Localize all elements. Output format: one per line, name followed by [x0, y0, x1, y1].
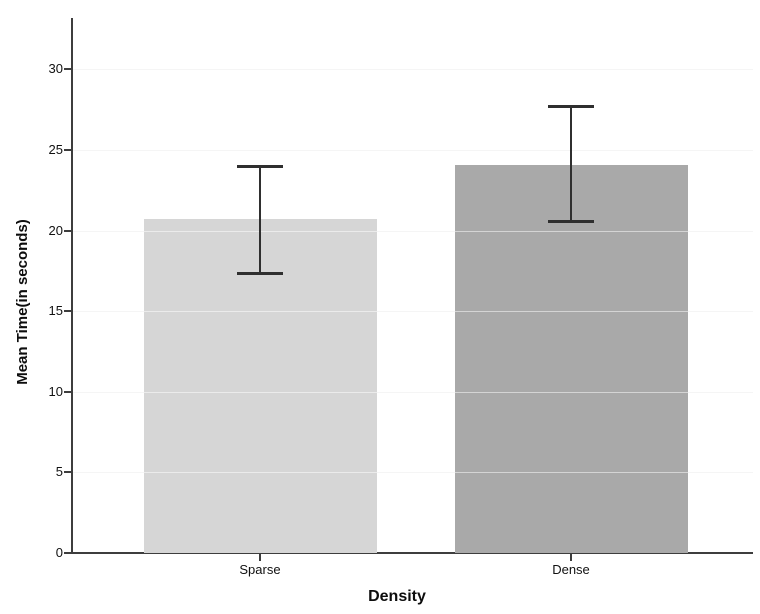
y-tick-20 — [64, 230, 71, 232]
y-tick-5 — [64, 471, 71, 473]
y-axis-title: Mean Time(in seconds) — [14, 219, 31, 385]
error-bar-upper-cap-sparse — [237, 165, 283, 168]
y-tick-label-0: 0 — [55, 545, 63, 560]
y-tick-label-25: 25 — [48, 142, 63, 157]
error-bar-lower-cap-dense — [548, 220, 594, 223]
category-label-sparse: Sparse — [239, 562, 281, 577]
y-tick-label-30: 30 — [48, 61, 63, 76]
x-tick-dense — [570, 554, 572, 561]
error-bar-line-sparse — [259, 166, 261, 273]
y-tick-0 — [64, 552, 71, 554]
y-tick-10 — [64, 391, 71, 393]
x-axis-line — [71, 552, 753, 554]
y-axis-line — [71, 18, 73, 554]
y-tick-label-10: 10 — [48, 384, 63, 399]
gridline-overlay-20 — [73, 231, 753, 232]
error-bar-upper-cap-dense — [548, 105, 594, 108]
error-bar-lower-cap-sparse — [237, 272, 283, 275]
bar-dense — [454, 165, 688, 553]
gridline-overlay-5 — [73, 472, 753, 473]
y-tick-15 — [64, 310, 71, 312]
gridline-overlay-10 — [73, 392, 753, 393]
y-tick-label-20: 20 — [48, 223, 63, 238]
error-bar-line-dense — [570, 106, 572, 221]
category-label-dense: Dense — [552, 562, 590, 577]
x-tick-sparse — [259, 554, 261, 561]
gridline-overlay-30 — [73, 69, 753, 70]
x-axis-title: Density — [368, 588, 426, 605]
y-tick-25 — [64, 149, 71, 151]
gridline-overlay-15 — [73, 311, 753, 312]
y-tick-30 — [64, 68, 71, 70]
y-tick-label-15: 15 — [48, 303, 63, 318]
gridline-overlay-25 — [73, 150, 753, 151]
y-tick-label-5: 5 — [55, 464, 63, 479]
